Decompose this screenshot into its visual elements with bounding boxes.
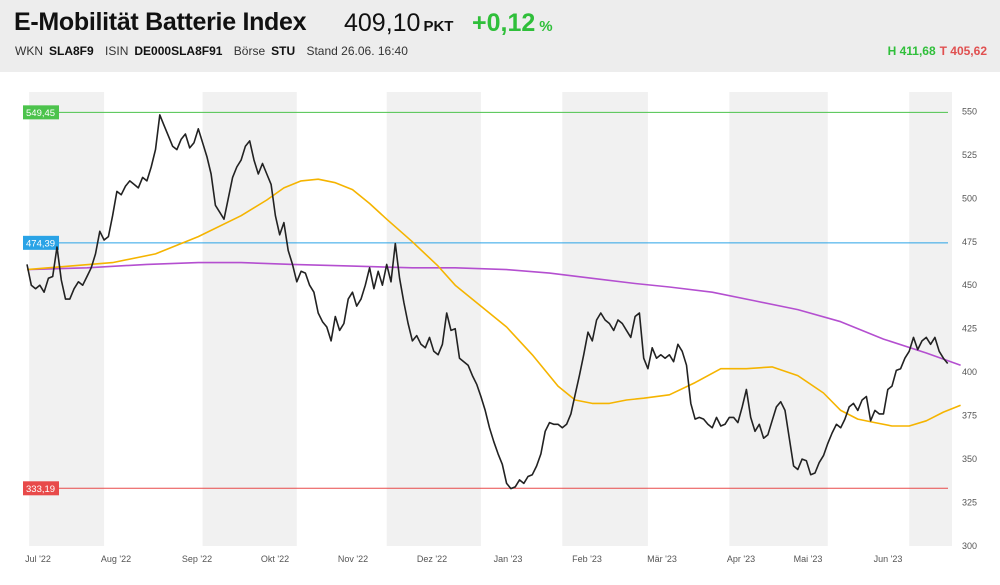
x-tick-label: Nov '22 [338,554,368,564]
y-tick-label: 550 [962,106,977,116]
level-label-box [23,235,59,250]
x-tick-label: Okt '22 [261,554,289,564]
instrument-meta: WKN SLA8F9 ISIN DE000SLA8F91 Börse STU Stan… [15,44,414,58]
wkn-value: SLA8F9 [49,44,94,58]
x-tick-label: Jan '23 [494,554,523,564]
y-tick-label: 425 [962,324,977,334]
level-label-box [23,105,59,120]
isin-label: ISIN [105,44,129,58]
stand-timestamp: Stand 26.06. 16:40 [306,44,408,58]
x-tick-label: Dez '22 [417,554,447,564]
low-value: T 405,62 [939,44,987,58]
page-title: E-Mobilität Batterie Index [14,8,307,36]
isin-value: DE000SLA8F91 [134,44,223,58]
level-label: 474,39 [26,238,55,249]
x-tick-label: Mai '23 [794,554,823,564]
price-value: 409,10 [344,9,421,37]
price-chart: 300 325 350 375 400 425 450 475 500 525 550 Jul '22… [23,92,977,564]
level-label-box [23,481,59,496]
x-tick-label: Apr '23 [727,554,755,564]
series-line-price [26,114,949,490]
exchange-label: Börse [233,44,266,58]
series-line-ma_purple [26,261,961,366]
y-tick-label: 400 [962,367,977,377]
month-band [202,92,297,546]
x-tick-label: Feb '23 [572,554,602,564]
chart-header: E-Mobilität Batterie Index 409,10 PKT +0,… [0,0,1000,72]
x-tick-label: Jun '23 [874,554,903,564]
current-price: 409,10 PKT [344,9,453,38]
x-tick-label: Aug '22 [101,554,131,564]
price-change: +0,12% [472,9,553,38]
y-tick-label: 450 [962,280,977,290]
wkn-label: WKN [15,44,43,58]
x-tick-label: Mär '23 [647,554,677,564]
price-unit: PKT [423,18,454,35]
y-tick-label: 325 [962,498,977,508]
month-band [909,92,952,546]
y-tick-label: 350 [962,454,977,464]
high-value: H 411,68 [887,44,936,58]
month-band [386,92,481,546]
y-tick-label: 375 [962,411,977,421]
x-tick-label: Sep '22 [182,554,212,564]
y-tick-label: 475 [962,237,977,247]
exchange-value: STU [271,44,296,58]
month-band [29,92,105,546]
x-tick-label: Jul '22 [25,554,51,564]
level-label: 333,19 [26,484,55,495]
change-value: +0,12 [472,9,536,37]
y-tick-label: 500 [962,193,977,203]
month-band [729,92,828,546]
high-low: H 411,68 T 405,62 [888,44,987,58]
y-tick-label: 300 [962,541,977,551]
change-unit: % [539,18,553,35]
level-label: 549,45 [26,108,55,119]
y-tick-label: 525 [962,150,977,160]
